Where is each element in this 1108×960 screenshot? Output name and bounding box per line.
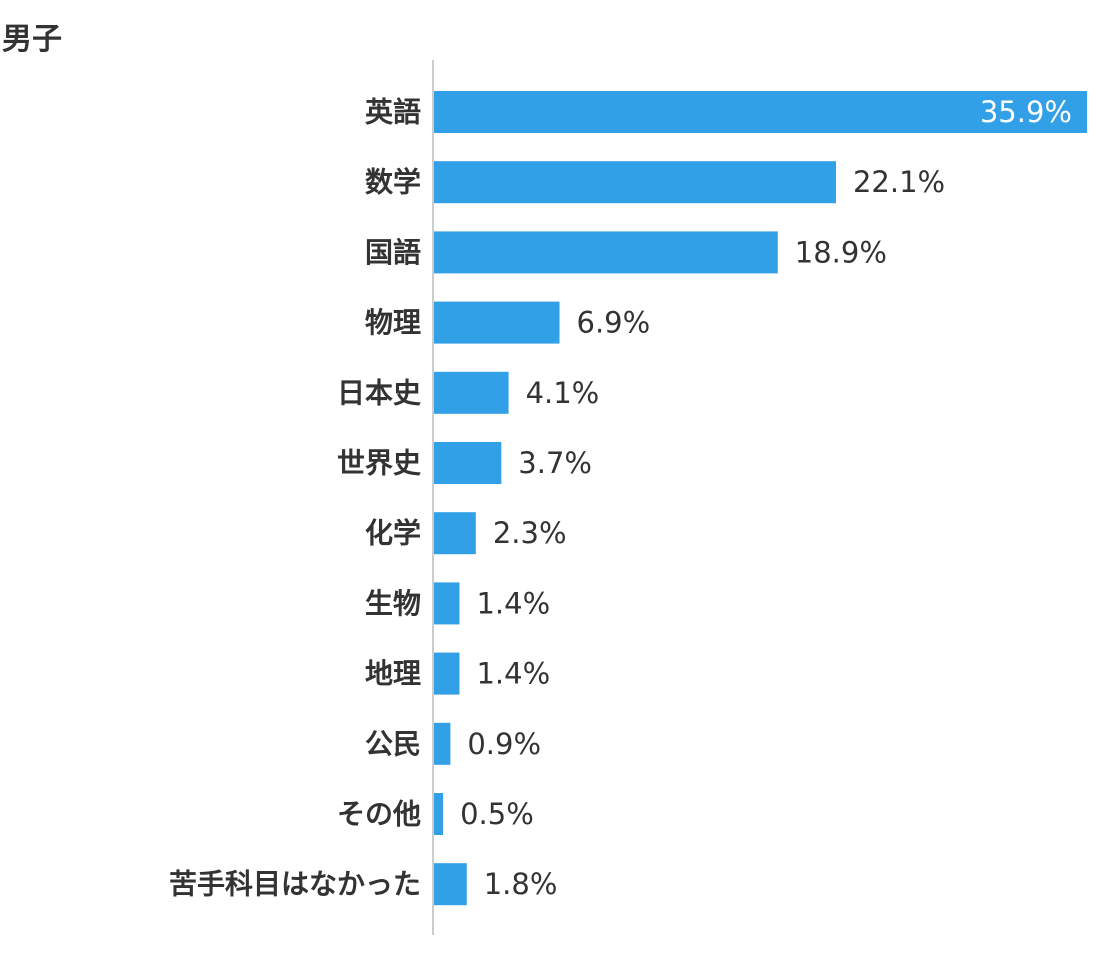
bar — [434, 722, 451, 765]
category-label: 公民 — [365, 727, 421, 760]
value-label: 18.9% — [795, 235, 887, 269]
value-label: 4.1% — [526, 376, 600, 410]
category-label: 国語 — [365, 236, 421, 269]
bar — [434, 231, 778, 274]
category-label: 日本史 — [337, 376, 421, 409]
bar — [434, 863, 467, 906]
category-label: 苦手科目はなかった — [169, 868, 421, 901]
value-label: 0.9% — [467, 727, 541, 761]
category-label: 数学 — [365, 166, 421, 199]
bar — [434, 91, 1087, 133]
bar — [434, 161, 836, 204]
value-label: 1.8% — [484, 867, 558, 901]
category-label: 化学 — [365, 517, 421, 550]
value-label: 0.5% — [460, 797, 534, 831]
category-label: 物理 — [365, 306, 421, 339]
value-label: 35.9% — [980, 95, 1072, 129]
value-label: 2.3% — [493, 516, 567, 550]
category-label: 英語 — [365, 96, 421, 129]
bar — [434, 652, 460, 695]
bar — [434, 301, 560, 344]
category-label: 地理 — [365, 657, 421, 690]
bar — [434, 582, 460, 625]
bar — [434, 371, 509, 414]
bar — [434, 512, 476, 555]
bar — [434, 442, 502, 484]
chart-title: 男子 — [2, 22, 62, 57]
value-label: 6.9% — [577, 306, 651, 340]
category-label: 世界史 — [337, 447, 421, 480]
category-label: 生物 — [365, 587, 421, 620]
value-label: 22.1% — [853, 165, 945, 199]
value-label: 1.4% — [476, 657, 550, 691]
category-label: その他 — [337, 798, 421, 831]
bar — [434, 793, 444, 835]
value-label: 3.7% — [518, 446, 592, 480]
value-label: 1.4% — [476, 586, 550, 620]
